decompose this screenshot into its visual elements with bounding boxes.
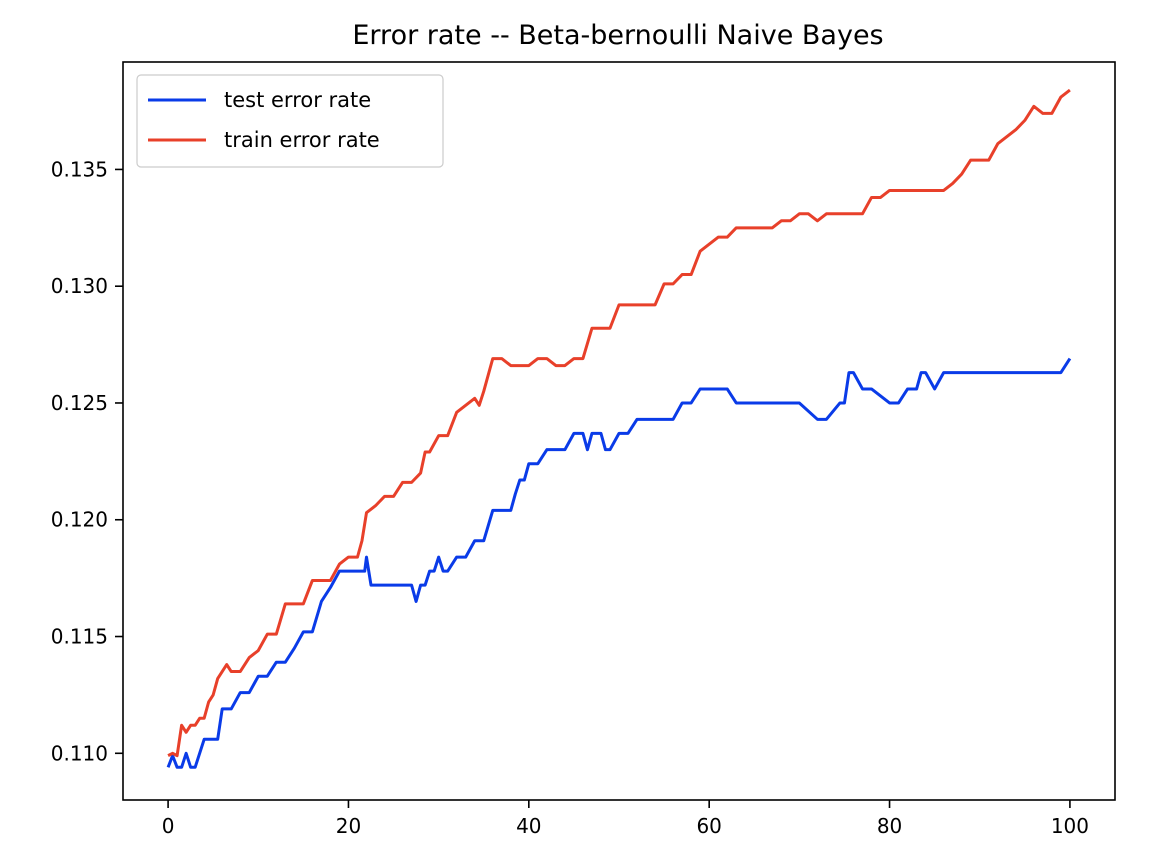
y-tick-label: 0.120 [51, 508, 108, 532]
plot-frame [122, 61, 1116, 801]
y-tick-label: 0.125 [51, 391, 108, 415]
x-tick-label: 40 [516, 814, 541, 838]
x-tick-label: 20 [336, 814, 361, 838]
chart-title: Error rate -- Beta-bernoulli Naive Bayes [352, 20, 883, 51]
y-axis: 0.110 0.115 0.120 0.125 0.130 0.135 [51, 157, 123, 765]
legend-box [136, 74, 444, 168]
x-tick-label: 0 [162, 814, 175, 838]
series-line-train [167, 88, 1071, 758]
series-line-test [166, 357, 1072, 769]
y-tick-label: 0.115 [51, 625, 108, 649]
legend: test error rate train error rate [136, 74, 444, 168]
x-tick-label: 100 [1051, 814, 1089, 838]
y-tick-label: 0.135 [51, 157, 108, 181]
x-tick-label: 80 [877, 814, 902, 838]
x-axis: 0 20 40 60 80 100 [162, 800, 1089, 838]
y-tick-label: 0.130 [51, 274, 108, 298]
x-tick-label: 60 [696, 814, 721, 838]
legend-label-test: test error rate [224, 88, 371, 112]
series-layer [166, 88, 1072, 769]
y-tick-label: 0.110 [51, 741, 108, 765]
legend-label-train: train error rate [224, 128, 380, 152]
